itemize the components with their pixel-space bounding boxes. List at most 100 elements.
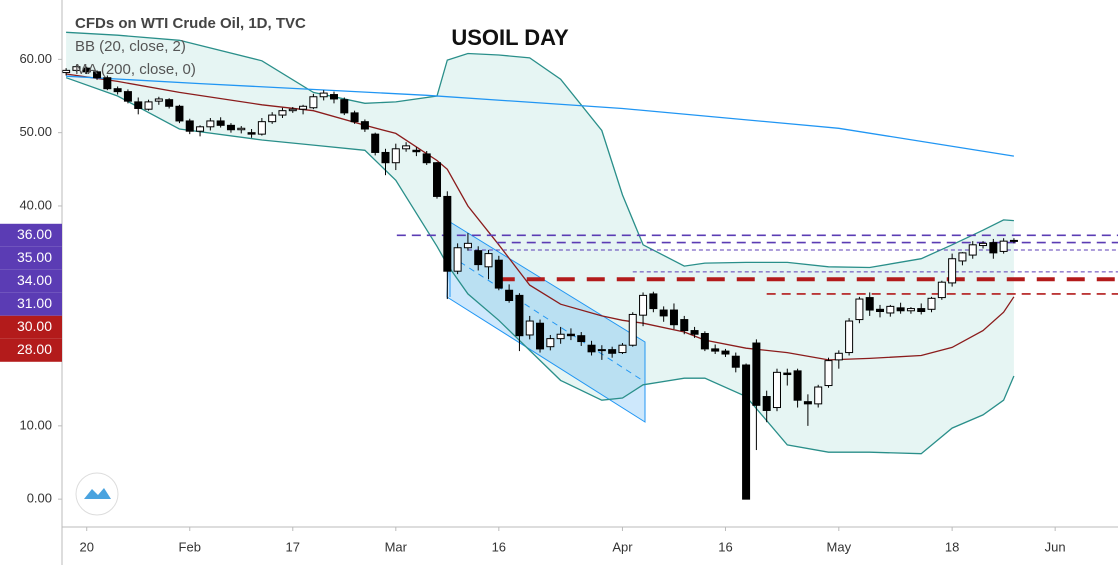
ma-line	[66, 75, 1015, 157]
candle-body	[927, 297, 936, 310]
price-badge	[0, 338, 62, 362]
candle-body	[896, 307, 905, 312]
candle-body	[711, 348, 720, 352]
candle-body	[772, 371, 781, 409]
candle-body	[196, 126, 205, 132]
candle-body	[103, 77, 112, 90]
x-tick-label: 20	[79, 539, 93, 554]
x-tick-label: 18	[945, 539, 959, 554]
band-layer	[66, 32, 1014, 454]
candle-body	[391, 148, 400, 164]
candle-body	[268, 114, 277, 123]
price-badge-label: 34.00	[17, 272, 52, 288]
candle-body	[906, 308, 915, 312]
candle-body	[422, 153, 431, 164]
candle-body	[968, 244, 977, 256]
candle-body	[515, 294, 524, 337]
candle-body	[649, 293, 658, 310]
logo-mark	[84, 488, 111, 499]
x-tick-label: Jun	[1045, 539, 1066, 554]
candle-body	[309, 96, 318, 109]
candle-body	[216, 120, 225, 126]
band-fill	[66, 32, 1014, 454]
bb-basis	[66, 73, 1015, 361]
candle-body	[134, 101, 143, 109]
candle-body	[948, 258, 957, 284]
candle-body	[247, 132, 256, 135]
candle-body	[443, 195, 452, 272]
y-tick-label: 40.00	[19, 197, 52, 212]
candle-body	[865, 297, 874, 311]
candle-body	[433, 162, 442, 197]
candle-body	[278, 110, 287, 116]
x-tick-label: May	[827, 539, 852, 554]
candle-body	[329, 94, 338, 100]
candle-body	[402, 145, 411, 150]
candle-body	[62, 69, 71, 74]
candle-body	[154, 98, 163, 102]
candle-body	[618, 344, 627, 354]
channel-midline	[459, 261, 646, 383]
candle-body	[917, 308, 926, 313]
level-layer	[396, 234, 1118, 295]
candle-body	[608, 349, 617, 354]
chart-title: USOIL DAY	[451, 25, 569, 50]
candle-body	[206, 120, 215, 128]
x-tick-label: 17	[286, 539, 300, 554]
candle-body	[494, 259, 503, 289]
candle-body	[814, 386, 823, 405]
price-badge	[0, 223, 62, 247]
x-tick-label: 16	[718, 539, 732, 554]
candle-body	[845, 320, 854, 354]
candle-body	[237, 127, 246, 131]
price-badge-label: 31.00	[17, 295, 52, 311]
candle-body	[288, 108, 297, 112]
price-badge-label: 36.00	[17, 226, 52, 242]
price-badge	[0, 246, 62, 270]
candle-body	[979, 242, 988, 247]
candle-body	[834, 352, 843, 361]
candle-body	[474, 250, 483, 266]
candle-body	[587, 344, 596, 353]
candle-body	[257, 121, 266, 135]
candle-body	[958, 252, 967, 262]
candle-body	[350, 112, 359, 123]
x-tick-label: Apr	[612, 539, 633, 554]
candle-body	[577, 335, 586, 343]
candle-body	[669, 309, 678, 326]
logo	[75, 472, 119, 516]
price-badge-label: 30.00	[17, 318, 52, 334]
candle-body	[113, 88, 122, 93]
candle-body	[175, 105, 184, 122]
candle-body	[937, 281, 946, 299]
candle-body	[659, 309, 668, 317]
candle-body	[185, 120, 194, 132]
candle-body	[566, 333, 575, 337]
candle-body	[319, 92, 328, 98]
plot-area	[62, 31, 1118, 500]
candle-body	[546, 338, 555, 348]
x-tick-label: Mar	[385, 539, 408, 554]
candle-body	[505, 289, 514, 302]
candle-body	[742, 364, 751, 500]
candle-body	[536, 322, 545, 350]
candle-body	[639, 294, 648, 316]
legend-entry: MA (200, close, 0)	[75, 61, 196, 78]
source-label: CFDs on WTI Crude Oil, 1D, TVC	[75, 15, 306, 32]
candle-body	[783, 372, 792, 376]
candle-body	[690, 330, 699, 335]
candle-body	[597, 349, 606, 352]
candle-body	[371, 133, 380, 153]
candle-body	[855, 298, 864, 321]
candle-body	[484, 253, 493, 268]
candle-body	[82, 67, 91, 73]
candle-body	[556, 333, 565, 340]
candle-body	[525, 320, 534, 336]
candle-body	[381, 151, 390, 164]
price-badge	[0, 315, 62, 339]
candle-body	[989, 242, 998, 254]
candle-body	[752, 342, 761, 406]
price-badge	[0, 292, 62, 316]
candle-body	[731, 355, 740, 368]
